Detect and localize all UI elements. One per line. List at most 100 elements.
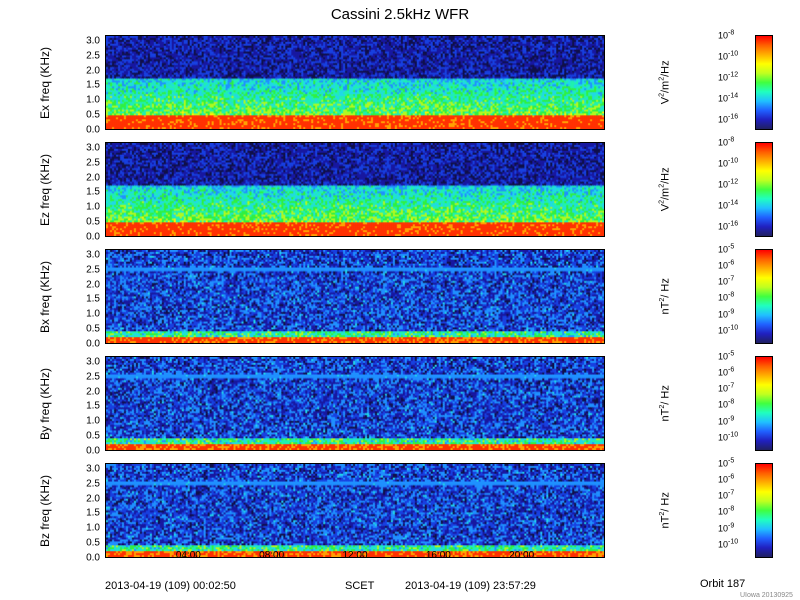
colorbar-tick: 10-7 [718,490,734,501]
ylabel-text: By freq (KHz) [38,367,52,439]
colorbar-tick: 10-6 [718,260,734,271]
ytick: 2.0 [70,65,100,76]
ytick: 1.0 [70,416,100,427]
spectrogram-canvas [106,357,604,450]
colorbar-label-text: V2/m2/Hz [659,168,672,212]
colorbar-tick: 10-10 [718,50,738,61]
spectrogram-by [105,356,605,451]
xtick: 12:00 [342,550,367,561]
colorbar-tick: 10-6 [718,367,734,378]
colorbar-tick: 10-14 [718,199,738,210]
ytick: 1.0 [70,523,100,534]
yticks-by: 0.00.51.01.52.02.53.0 [70,356,100,451]
colorbar-tick: 10-10 [718,157,738,168]
spectrogram-panels: Ex freq (KHz)0.00.51.01.52.02.53.0 Ez fre… [105,35,605,570]
xtick: 20:00 [509,550,534,561]
ytick: 0.5 [70,217,100,228]
colorbar-column: V2/m2/Hz10-810-1010-1210-1410-16V2/m2/Hz… [700,35,780,570]
time-start-label: 2013-04-19 (109) 00:02:50 [105,580,355,592]
spectrogram-canvas [106,143,604,236]
colorbar-label-text: nT2/ Hz [659,278,672,314]
ytick: 0.0 [70,232,100,243]
yticks-ex: 0.00.51.01.52.02.53.0 [70,35,100,130]
yticks-bz: 0.00.51.01.52.02.53.0 [70,463,100,558]
panel-bz: Bz freq (KHz)0.00.51.01.52.02.53.0 [105,463,605,558]
panel-ex: Ex freq (KHz)0.00.51.01.52.02.53.0 [105,35,605,130]
ytick: 2.5 [70,157,100,168]
ytick: 2.5 [70,371,100,382]
ytick: 0.5 [70,538,100,549]
ytick: 1.0 [70,202,100,213]
colorbar-tick: 10-8 [718,399,734,410]
colorbar-gradient [755,463,773,558]
colorbar-tick: 10-7 [718,276,734,287]
x-axis-label: SCET [345,580,374,592]
colorbar-tick: 10-10 [718,431,738,442]
colorbar-tick: 10-5 [718,244,734,255]
colorbar-tick: 10-8 [718,506,734,517]
colorbar-ticks: 10-510-610-710-810-910-10 [718,463,753,558]
ytick: 0.0 [70,339,100,350]
ytick: 2.0 [70,386,100,397]
colorbar-tick: 10-6 [718,474,734,485]
spectrogram-ex [105,35,605,130]
ytick: 3.0 [70,463,100,474]
colorbar-tick: 10-16 [718,220,738,231]
yticks-bx: 0.00.51.01.52.02.53.0 [70,249,100,344]
colorbar-label: nT2/ Hz [655,463,675,558]
panel-bx: Bx freq (KHz)0.00.51.01.52.02.53.0 [105,249,605,344]
ytick: 2.5 [70,478,100,489]
ytick: 3.0 [70,35,100,46]
spectrogram-canvas [106,250,604,343]
ytick: 1.0 [70,309,100,320]
colorbar-gradient [755,356,773,451]
ylabel-ex: Ex freq (KHz) [35,35,55,130]
colorbar-gradient [755,142,773,237]
spectrogram-canvas [106,464,604,557]
spectrogram-bz [105,463,605,558]
ylabel-text: Ez freq (KHz) [38,153,52,225]
ytick: 1.5 [70,80,100,91]
ytick: 2.0 [70,172,100,183]
ytick: 2.0 [70,279,100,290]
colorbar-ticks: 10-510-610-710-810-910-10 [718,356,753,451]
ytick: 1.5 [70,294,100,305]
colorbar-bx: nT2/ Hz10-510-610-710-810-910-10 [700,249,780,344]
colorbar-tick: 10-10 [718,538,738,549]
ylabel-ez: Ez freq (KHz) [35,142,55,237]
ytick: 0.0 [70,125,100,136]
ytick: 0.0 [70,553,100,564]
colorbar-tick: 10-10 [718,324,738,335]
xtick: 08:00 [259,550,284,561]
colorbar-by: nT2/ Hz10-510-610-710-810-910-10 [700,356,780,451]
colorbar-label: nT2/ Hz [655,356,675,451]
panel-ez: Ez freq (KHz)0.00.51.01.52.02.53.0 [105,142,605,237]
spectrogram-bx [105,249,605,344]
ytick: 2.5 [70,264,100,275]
colorbar-tick: 10-5 [718,458,734,469]
ytick: 3.0 [70,142,100,153]
colorbar-ez: V2/m2/Hz10-810-1010-1210-1410-16 [700,142,780,237]
colorbar-ticks: 10-810-1010-1210-1410-16 [718,35,753,130]
colorbar-label: nT2/ Hz [655,249,675,344]
plot-title: Cassini 2.5kHz WFR [0,6,800,23]
time-end-label: 2013-04-19 (109) 23:57:29 [405,580,605,592]
ylabel-by: By freq (KHz) [35,356,55,451]
colorbar-tick: 10-12 [718,71,738,82]
ytick: 3.0 [70,249,100,260]
ytick: 0.5 [70,324,100,335]
colorbar-bz: nT2/ Hz10-510-610-710-810-910-10 [700,463,780,558]
ylabel-text: Bx freq (KHz) [38,260,52,332]
colorbar-tick: 10-8 [718,137,734,148]
orbit-label: Orbit 187 [700,578,745,590]
ytick: 0.0 [70,446,100,457]
colorbar-tick: 10-9 [718,308,734,319]
colorbar-ex: V2/m2/Hz10-810-1010-1210-1410-16 [700,35,780,130]
xtick: 04:00 [176,550,201,561]
ylabel-text: Ex freq (KHz) [38,46,52,118]
ytick: 0.5 [70,110,100,121]
panel-by: By freq (KHz)0.00.51.01.52.02.53.0 [105,356,605,451]
ytick: 0.5 [70,431,100,442]
colorbar-tick: 10-9 [718,415,734,426]
ytick: 1.5 [70,401,100,412]
